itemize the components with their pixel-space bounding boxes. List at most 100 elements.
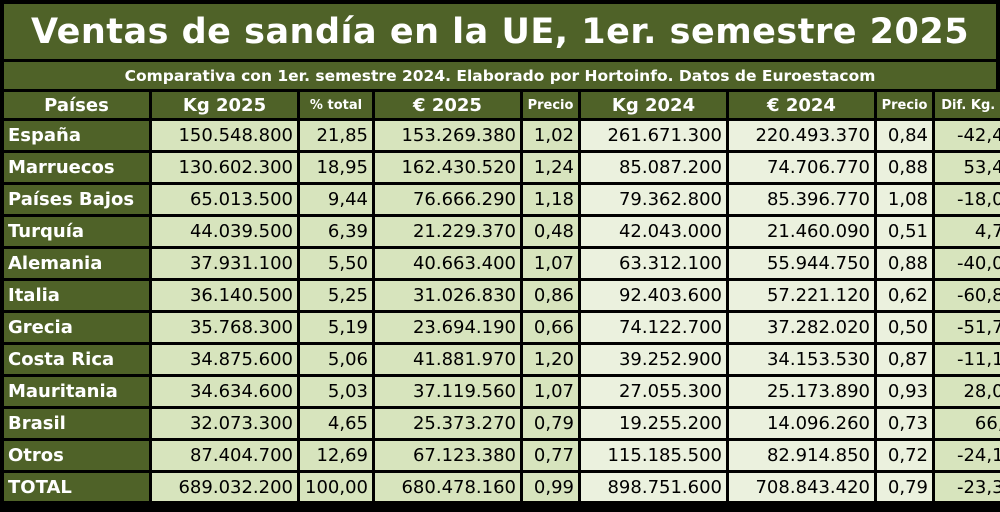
header-eur-2024: € 2024: [729, 92, 874, 118]
country-cell: Países Bajos: [4, 185, 149, 214]
page-subtitle: Comparativa con 1er. semestre 2024. Elab…: [4, 62, 996, 89]
eur-2025-cell: 25.373.270: [375, 409, 520, 438]
header-eur-2025: € 2025: [375, 92, 520, 118]
eur-2024-cell: 25.173.890: [729, 377, 874, 406]
kg-2024-cell: 27.055.300: [581, 377, 726, 406]
dif-kg-cell: -18,08: [935, 185, 1000, 214]
kg-2025-cell: 34.634.600: [152, 377, 297, 406]
kg-2025-cell: 37.931.100: [152, 249, 297, 278]
country-cell: Italia: [4, 281, 149, 310]
table-row: Costa Rica 34.875.600 5,06 41.881.970 1,20 39…: [4, 345, 1000, 374]
pct-total-cell: 100,00: [300, 473, 372, 501]
sales-table: Países Kg 2025 % total € 2025 Precio Kg …: [1, 89, 1000, 504]
eur-2025-cell: 37.119.560: [375, 377, 520, 406]
table-total-row: TOTAL 689.032.200 100,00 680.478.160 0,99 898…: [4, 473, 1000, 501]
precio-2024-cell: 0,88: [877, 153, 932, 182]
pct-total-cell: 12,69: [300, 441, 372, 470]
eur-2025-cell: 21.229.370: [375, 217, 520, 246]
precio-2024-cell: 0,50: [877, 313, 932, 342]
kg-2025-cell: 87.404.700: [152, 441, 297, 470]
table-body: España 150.548.800 21,85 153.269.380 1,02 261…: [4, 121, 1000, 501]
dif-kg-cell: -60,89: [935, 281, 1000, 310]
precio-2024-cell: 0,73: [877, 409, 932, 438]
precio-2025-cell: 1,18: [523, 185, 578, 214]
eur-2025-cell: 76.666.290: [375, 185, 520, 214]
page-title: Ventas de sandía en la UE, 1er. semestre…: [4, 4, 996, 59]
kg-2024-cell: 42.043.000: [581, 217, 726, 246]
country-cell: Brasil: [4, 409, 149, 438]
precio-2024-cell: 0,93: [877, 377, 932, 406]
country-cell: Alemania: [4, 249, 149, 278]
kg-2024-cell: 85.087.200: [581, 153, 726, 182]
precio-2024-cell: 0,84: [877, 121, 932, 150]
table-row: Grecia 35.768.300 5,19 23.694.190 0,66 74.122…: [4, 313, 1000, 342]
precio-2025-cell: 0,86: [523, 281, 578, 310]
table-row: Marruecos 130.602.300 18,95 162.430.520 1,24…: [4, 153, 1000, 182]
kg-2025-cell: 65.013.500: [152, 185, 297, 214]
precio-2025-cell: 0,48: [523, 217, 578, 246]
pct-total-cell: 6,39: [300, 217, 372, 246]
eur-2025-cell: 40.663.400: [375, 249, 520, 278]
eur-2025-cell: 153.269.380: [375, 121, 520, 150]
precio-2024-cell: 0,62: [877, 281, 932, 310]
country-cell: TOTAL: [4, 473, 149, 501]
kg-2025-cell: 34.875.600: [152, 345, 297, 374]
eur-2024-cell: 74.706.770: [729, 153, 874, 182]
dif-kg-cell: -11,15: [935, 345, 1000, 374]
eur-2024-cell: 34.153.530: [729, 345, 874, 374]
kg-2025-cell: 689.032.200: [152, 473, 297, 501]
kg-2024-cell: 39.252.900: [581, 345, 726, 374]
country-cell: Grecia: [4, 313, 149, 342]
kg-2025-cell: 36.140.500: [152, 281, 297, 310]
eur-2025-cell: 680.478.160: [375, 473, 520, 501]
precio-2025-cell: 1,07: [523, 377, 578, 406]
dif-kg-cell: 4,75: [935, 217, 1000, 246]
eur-2024-cell: 55.944.750: [729, 249, 874, 278]
header-dif-kg: Dif. Kg. %: [935, 92, 1000, 118]
pct-total-cell: 4,65: [300, 409, 372, 438]
precio-2025-cell: 1,20: [523, 345, 578, 374]
precio-2024-cell: 0,79: [877, 473, 932, 501]
kg-2024-cell: 92.403.600: [581, 281, 726, 310]
dif-kg-cell: -23,33: [935, 473, 1000, 501]
country-cell: Otros: [4, 441, 149, 470]
pct-total-cell: 5,25: [300, 281, 372, 310]
eur-2024-cell: 14.096.260: [729, 409, 874, 438]
kg-2025-cell: 35.768.300: [152, 313, 297, 342]
pct-total-cell: 5,03: [300, 377, 372, 406]
table-row: Alemania 37.931.100 5,50 40.663.400 1,07 63.3…: [4, 249, 1000, 278]
eur-2024-cell: 85.396.770: [729, 185, 874, 214]
table-row: Otros 87.404.700 12,69 67.123.380 0,77 115.18…: [4, 441, 1000, 470]
header-kg-2024: Kg 2024: [581, 92, 726, 118]
dif-kg-cell: -40,09: [935, 249, 1000, 278]
kg-2025-cell: 32.073.300: [152, 409, 297, 438]
precio-2024-cell: 0,88: [877, 249, 932, 278]
kg-2024-cell: 74.122.700: [581, 313, 726, 342]
precio-2024-cell: 0,72: [877, 441, 932, 470]
eur-2025-cell: 41.881.970: [375, 345, 520, 374]
pct-total-cell: 21,85: [300, 121, 372, 150]
country-cell: Costa Rica: [4, 345, 149, 374]
dif-kg-cell: 28,01: [935, 377, 1000, 406]
eur-2025-cell: 67.123.380: [375, 441, 520, 470]
table-header-row: Países Kg 2025 % total € 2025 Precio Kg …: [4, 92, 1000, 118]
kg-2025-cell: 130.602.300: [152, 153, 297, 182]
precio-2025-cell: 1,07: [523, 249, 578, 278]
table-row: Italia 36.140.500 5,25 31.026.830 0,86 92.403…: [4, 281, 1000, 310]
header-paises: Países: [4, 92, 149, 118]
table-row: Países Bajos 65.013.500 9,44 76.666.290 1,18…: [4, 185, 1000, 214]
dif-kg-cell: 53,49: [935, 153, 1000, 182]
kg-2024-cell: 261.671.300: [581, 121, 726, 150]
precio-2024-cell: 1,08: [877, 185, 932, 214]
table-row: Turquía 44.039.500 6,39 21.229.370 0,48 42.04…: [4, 217, 1000, 246]
country-cell: Mauritania: [4, 377, 149, 406]
pct-total-cell: 5,19: [300, 313, 372, 342]
precio-2024-cell: 0,51: [877, 217, 932, 246]
eur-2024-cell: 57.221.120: [729, 281, 874, 310]
dif-kg-cell: 66,6: [935, 409, 1000, 438]
eur-2025-cell: 31.026.830: [375, 281, 520, 310]
pct-total-cell: 5,06: [300, 345, 372, 374]
kg-2024-cell: 79.362.800: [581, 185, 726, 214]
kg-2024-cell: 19.255.200: [581, 409, 726, 438]
